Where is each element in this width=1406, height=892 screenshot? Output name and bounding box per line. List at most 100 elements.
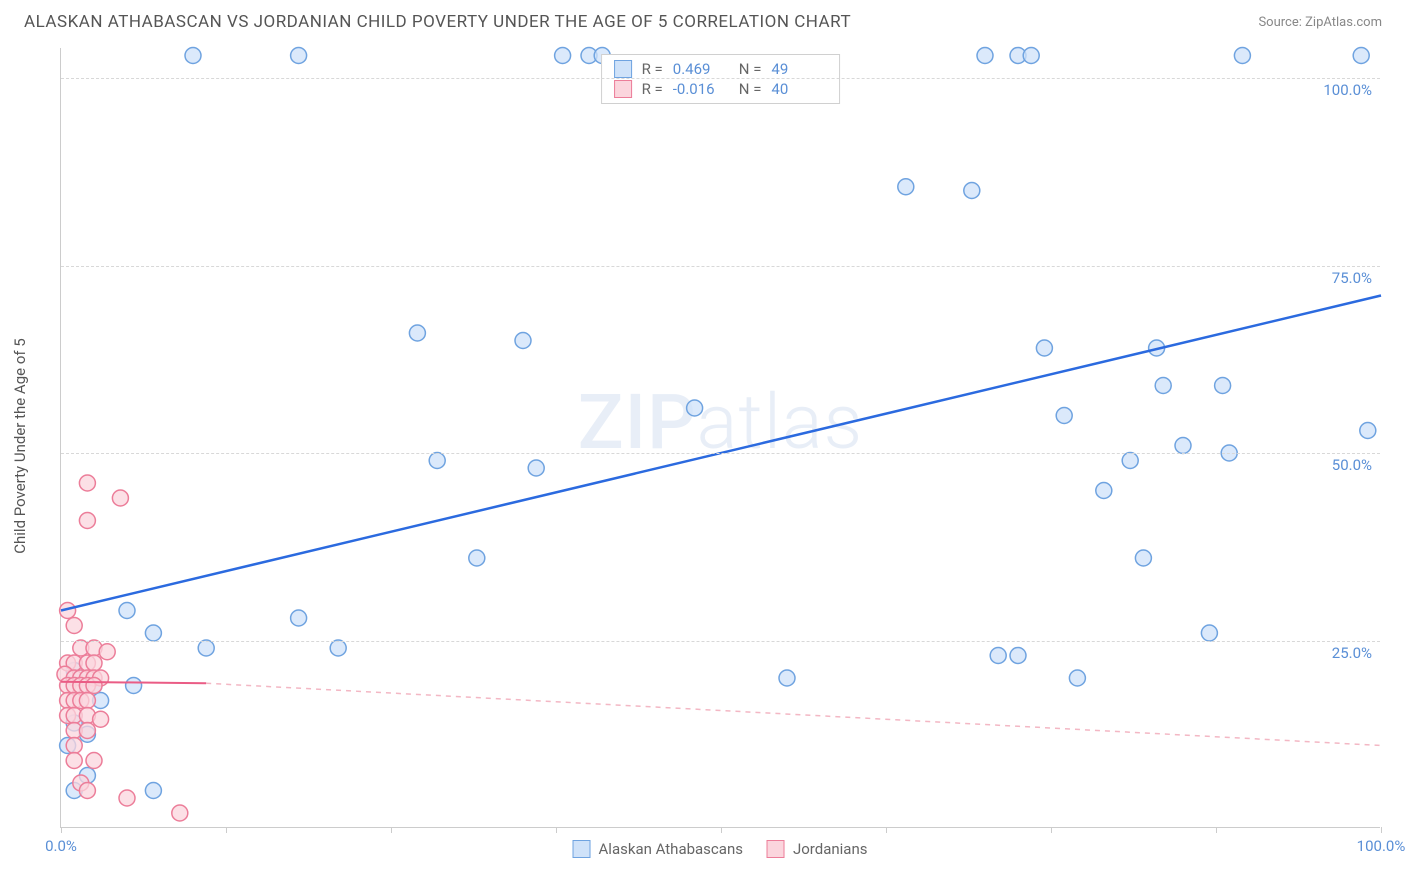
n-label: N = (739, 80, 762, 98)
legend-row: R = 0.469 N = 49 (614, 59, 828, 79)
scatter-point (1056, 408, 1072, 424)
x-tick (721, 827, 722, 833)
scatter-point (1036, 340, 1052, 356)
scatter-point (86, 655, 102, 671)
scatter-point (555, 48, 571, 64)
series-name: Jordanians (793, 840, 868, 858)
scatter-point (79, 783, 95, 799)
scatter-point (429, 453, 445, 469)
correlation-legend: R = 0.469 N = 49 R = -0.016 N = 40 (601, 54, 841, 104)
legend-swatch (614, 80, 632, 98)
n-value: 40 (771, 80, 827, 98)
scatter-point (1135, 550, 1151, 566)
scatter-point (1234, 48, 1250, 64)
x-tick (1381, 827, 1382, 833)
scatter-svg (61, 48, 1381, 828)
r-value: 0.469 (673, 60, 729, 78)
scatter-point (185, 48, 201, 64)
r-value: -0.016 (673, 80, 729, 98)
x-tick-label: 0.0% (45, 837, 77, 855)
source-attribution: Source: ZipAtlas.com (1258, 15, 1382, 30)
scatter-point (1201, 625, 1217, 641)
scatter-point (977, 48, 993, 64)
y-tick-label: 50.0% (1332, 456, 1372, 474)
scatter-point (198, 640, 214, 656)
series-name: Alaskan Athabascans (599, 840, 743, 858)
gridline (61, 266, 1380, 267)
scatter-point (409, 325, 425, 341)
scatter-point (119, 603, 135, 619)
scatter-point (898, 179, 914, 195)
chart-area: ZIPatlas R =0.469N =49R =-0.016N =40 25.… (60, 48, 1380, 828)
source-name: ZipAtlas.com (1305, 15, 1382, 30)
scatter-point (1215, 378, 1231, 394)
x-tick (1051, 827, 1052, 833)
legend-item: Jordanians (767, 840, 868, 858)
scatter-point (86, 753, 102, 769)
scatter-point (172, 805, 188, 821)
scatter-point (687, 400, 703, 416)
r-label: R = (642, 60, 663, 78)
scatter-point (126, 678, 142, 694)
scatter-point (93, 711, 109, 727)
trend-line (206, 683, 1381, 745)
scatter-point (145, 625, 161, 641)
scatter-point (79, 513, 95, 529)
scatter-point (66, 618, 82, 634)
scatter-point (112, 490, 128, 506)
scatter-point (1010, 648, 1026, 664)
r-label: R = (642, 80, 663, 98)
scatter-point (1175, 438, 1191, 454)
scatter-point (291, 48, 307, 64)
scatter-point (86, 678, 102, 694)
x-tick (226, 827, 227, 833)
scatter-point (1353, 48, 1369, 64)
source-label: Source: (1258, 15, 1301, 30)
scatter-point (291, 610, 307, 626)
chart-title: ALASKAN ATHABASCAN VS JORDANIAN CHILD PO… (24, 12, 851, 32)
legend-swatch (573, 840, 591, 858)
scatter-point (990, 648, 1006, 664)
scatter-point (1122, 453, 1138, 469)
scatter-point (964, 183, 980, 199)
legend-item: Alaskan Athabascans (573, 840, 743, 858)
scatter-point (119, 790, 135, 806)
legend-swatch (614, 60, 632, 78)
scatter-point (528, 460, 544, 476)
series-legend: Alaskan Athabascans Jordanians (573, 840, 868, 858)
legend-row: R = -0.016 N = 40 (614, 79, 828, 99)
scatter-point (1069, 670, 1085, 686)
x-tick (886, 827, 887, 833)
scatter-point (779, 670, 795, 686)
scatter-point (145, 783, 161, 799)
y-axis-label: Child Poverty Under the Age of 5 (11, 338, 29, 554)
scatter-point (1155, 378, 1171, 394)
gridline (61, 78, 1380, 79)
y-tick-label: 25.0% (1332, 644, 1372, 662)
gridline (61, 641, 1380, 642)
scatter-point (79, 693, 95, 709)
x-tick (556, 827, 557, 833)
x-tick (1216, 827, 1217, 833)
scatter-point (469, 550, 485, 566)
scatter-point (79, 723, 95, 739)
n-label: N = (739, 60, 762, 78)
scatter-point (1096, 483, 1112, 499)
x-tick (391, 827, 392, 833)
scatter-point (1360, 423, 1376, 439)
plot-region: ZIPatlas R =0.469N =49R =-0.016N =40 25.… (60, 48, 1380, 828)
n-value: 49 (771, 60, 827, 78)
scatter-point (99, 644, 115, 660)
scatter-point (515, 333, 531, 349)
scatter-point (66, 753, 82, 769)
gridline (61, 453, 1380, 454)
x-tick-label: 100.0% (1357, 837, 1406, 855)
scatter-point (79, 475, 95, 491)
legend-swatch (767, 840, 785, 858)
scatter-point (1023, 48, 1039, 64)
scatter-point (330, 640, 346, 656)
y-tick-label: 100.0% (1323, 81, 1372, 99)
x-tick (61, 827, 62, 833)
scatter-point (66, 738, 82, 754)
y-tick-label: 75.0% (1332, 269, 1372, 287)
